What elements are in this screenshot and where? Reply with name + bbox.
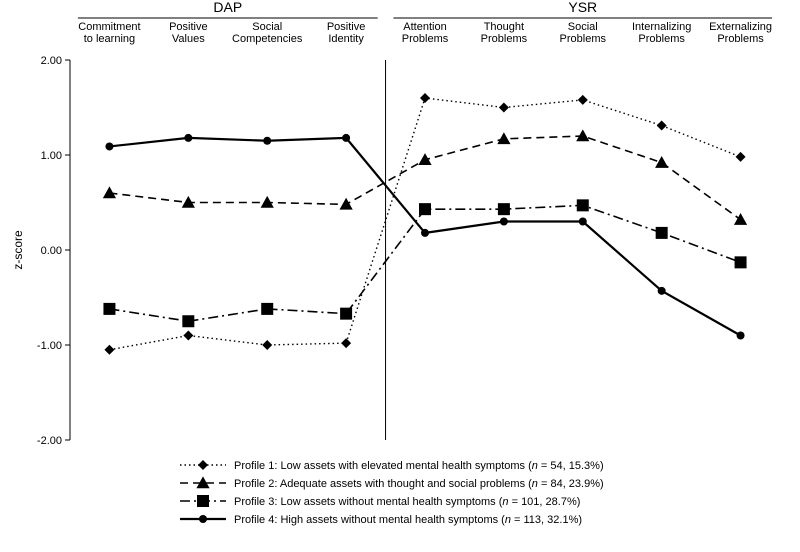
category-label: Social bbox=[252, 21, 282, 33]
legend-label: Profile 1: Low assets with elevated ment… bbox=[234, 460, 604, 472]
category-label: Problems bbox=[402, 33, 449, 45]
y-tick-label: 0.00 bbox=[41, 245, 62, 257]
legend-item: Profile 1: Low assets with elevated ment… bbox=[180, 460, 604, 472]
legend-label: Profile 2: Adequate assets with thought … bbox=[234, 478, 604, 490]
category-label: Problems bbox=[717, 33, 764, 45]
y-tick-label: 2.00 bbox=[41, 55, 62, 67]
series-profile3 bbox=[103, 199, 746, 327]
category-label: Problems bbox=[560, 33, 607, 45]
series-profile1 bbox=[104, 93, 745, 355]
y-tick-label: -2.00 bbox=[37, 435, 62, 447]
category-label: Attention bbox=[403, 21, 446, 33]
category-label: to learning bbox=[84, 33, 135, 45]
section-label-ysr: YSR bbox=[568, 0, 597, 15]
category-label: Social bbox=[568, 21, 598, 33]
legend-item: Profile 2: Adequate assets with thought … bbox=[180, 476, 604, 490]
category-label: Competencies bbox=[232, 33, 303, 45]
y-tick-label: 1.00 bbox=[41, 150, 62, 162]
category-label: Values bbox=[172, 33, 205, 45]
category-label: Problems bbox=[638, 33, 685, 45]
y-axis-label: z-score bbox=[11, 230, 25, 270]
profile-chart: DAPYSRCommitmentto learningPositiveValue… bbox=[0, 0, 800, 552]
category-label: Externalizing bbox=[709, 21, 772, 33]
category-label: Positive bbox=[169, 21, 208, 33]
y-tick-label: -1.00 bbox=[37, 340, 62, 352]
category-label: Positive bbox=[327, 21, 366, 33]
legend-item: Profile 3: Low assets without mental hea… bbox=[180, 495, 580, 508]
legend-label: Profile 4: High assets without mental he… bbox=[234, 514, 582, 526]
legend-item: Profile 4: High assets without mental he… bbox=[180, 514, 582, 526]
category-label: Problems bbox=[481, 33, 528, 45]
section-label-dap: DAP bbox=[213, 0, 242, 15]
category-label: Commitment bbox=[78, 21, 140, 33]
legend-label: Profile 3: Low assets without mental hea… bbox=[234, 496, 580, 508]
category-label: Thought bbox=[484, 21, 524, 33]
category-label: Identity bbox=[328, 33, 364, 45]
category-label: Internalizing bbox=[632, 21, 691, 33]
